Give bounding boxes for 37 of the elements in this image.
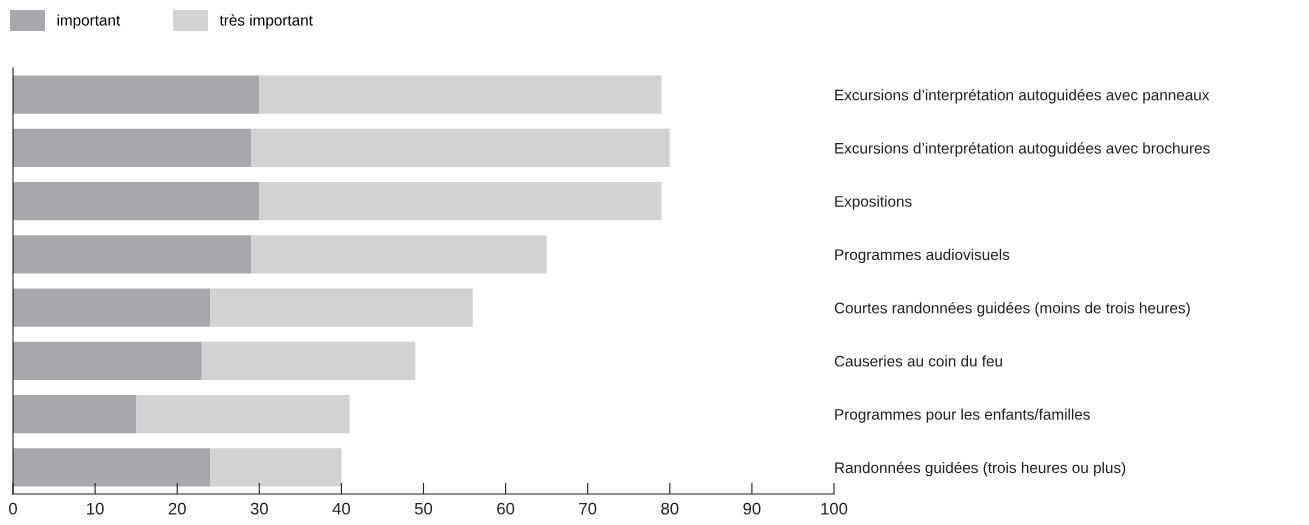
bar (259, 181, 662, 221)
x-tick-label: 100 (821, 502, 848, 515)
x-tick-label: 40 (332, 502, 351, 515)
x-tick-label: 50 (414, 502, 433, 515)
bar (13, 448, 211, 487)
bar (13, 394, 137, 434)
x-tick-label: 70 (579, 502, 597, 515)
y-tick-label: Excursions d’interprétation autoguidées avec brochures (835, 142, 1210, 157)
y-tick-label: Excursions d’interprétation autoguidées avec panneaux (835, 89, 1210, 104)
bar (210, 448, 342, 487)
y-tick-label: Programmes pour les enfants/familles (835, 408, 1090, 423)
bar (136, 394, 350, 434)
bar (13, 235, 252, 274)
x-tick-label: 10 (87, 502, 104, 515)
bar (13, 75, 260, 114)
y-tick-label: Randonnées guidées (trois heures ou plus) (835, 461, 1126, 477)
x-tick-label: 0 (9, 502, 17, 515)
y-tick-label: Programmes audiovisuels (835, 248, 1010, 264)
bar (13, 181, 260, 221)
bar (251, 235, 547, 274)
x-tick-label: 80 (661, 502, 679, 515)
legend-label: très important (219, 14, 313, 29)
bar (13, 288, 211, 327)
bar (251, 128, 670, 168)
x-tick-label: 20 (168, 502, 186, 515)
x-tick-label: 60 (497, 502, 515, 515)
bar (13, 128, 252, 168)
x-tick-label: 90 (743, 502, 761, 515)
y-tick-label: Courtes randonnées guidées (moins de trois heures) (834, 302, 1190, 317)
bar (259, 75, 662, 114)
y-tick-label: Causeries au coin du feu (834, 355, 1002, 367)
bar (210, 288, 473, 327)
legend-label: important (57, 14, 121, 29)
x-tick-label: 30 (250, 502, 268, 515)
y-tick-label: Expositions (835, 195, 912, 210)
bar (13, 341, 202, 381)
bar (201, 341, 416, 381)
